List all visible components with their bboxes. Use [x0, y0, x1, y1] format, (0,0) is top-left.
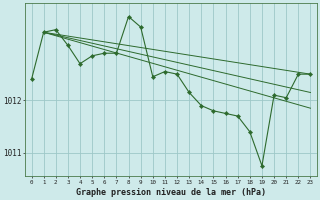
X-axis label: Graphe pression niveau de la mer (hPa): Graphe pression niveau de la mer (hPa) — [76, 188, 266, 197]
